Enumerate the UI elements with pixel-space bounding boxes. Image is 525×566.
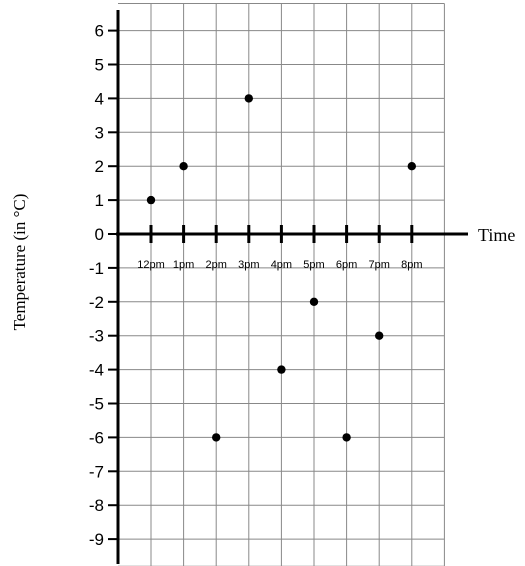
y-tick-label: 5	[95, 56, 104, 75]
y-tick-label: 3	[95, 123, 104, 142]
x-tick-label: 5pm	[303, 259, 324, 271]
data-point	[309, 297, 319, 306]
y-tick-label: 6	[95, 22, 104, 41]
x-axis-ticks: 12pm 1pm 2pm 3pm 4pm 5pm 6pm 7pm 8pm	[137, 225, 423, 271]
y-tick-label: 2	[95, 157, 104, 176]
y-tick-label: -2	[89, 293, 104, 312]
x-tick-label: 7pm	[368, 259, 389, 271]
y-axis-label: Temperature (in °C)	[10, 194, 29, 331]
y-tick-label: -4	[89, 361, 104, 380]
y-tick-label: -6	[89, 428, 104, 447]
data-point	[407, 162, 416, 171]
x-axis-label: Time	[478, 225, 515, 245]
y-tick-label: 0	[95, 225, 104, 244]
y-tick-label: -7	[89, 462, 104, 481]
y-tick-label: -3	[89, 327, 104, 346]
x-tick-label: 3pm	[238, 259, 259, 271]
x-tick-label: 8pm	[401, 259, 422, 271]
data-point	[244, 94, 253, 103]
y-tick-label: -8	[89, 496, 104, 515]
data-point	[212, 433, 221, 442]
y-tick-label: 4	[95, 89, 104, 108]
y-tick-label: 1	[95, 191, 104, 210]
x-tick-label: 2pm	[205, 259, 226, 271]
x-tick-label: 1pm	[173, 259, 194, 271]
data-point	[277, 365, 286, 374]
grid	[118, 2, 445, 566]
x-tick-label: 6pm	[336, 259, 357, 271]
data-point	[146, 195, 156, 205]
y-tick-label: -9	[89, 530, 104, 549]
data-point	[375, 331, 384, 340]
y-axis-ticks: 6 5 4 3 2 1 0 -1 -2 -3 -4 -5 -6 -7 -8 -9	[89, 22, 118, 549]
x-tick-label: 4pm	[271, 259, 292, 271]
y-tick-label: -5	[89, 395, 104, 414]
data-point	[179, 162, 188, 171]
y-tick-label: -1	[89, 259, 104, 278]
axes	[116, 10, 468, 564]
x-tick-label: 12pm	[137, 259, 165, 271]
data-points	[146, 94, 416, 442]
data-point	[342, 433, 351, 442]
